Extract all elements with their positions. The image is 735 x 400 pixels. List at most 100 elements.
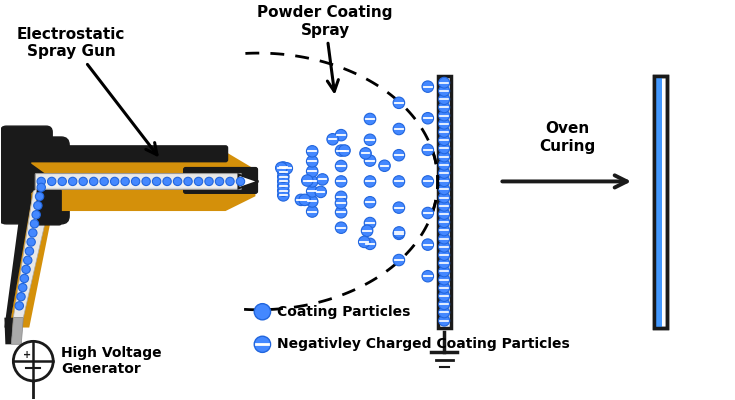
Circle shape [393,254,405,266]
Circle shape [362,225,373,236]
Circle shape [439,102,450,113]
Circle shape [439,94,450,104]
Circle shape [142,177,150,186]
Circle shape [100,177,108,186]
Circle shape [327,134,338,145]
Text: High Voltage
Generator: High Voltage Generator [61,346,162,376]
Circle shape [79,177,87,186]
FancyBboxPatch shape [29,146,228,162]
Circle shape [379,160,390,172]
FancyBboxPatch shape [654,76,662,328]
Circle shape [359,148,371,159]
Circle shape [365,134,376,146]
Circle shape [194,177,203,186]
Circle shape [278,176,289,187]
Circle shape [335,222,347,234]
FancyBboxPatch shape [1,126,52,178]
Circle shape [335,198,347,209]
Polygon shape [32,152,256,176]
Polygon shape [4,193,32,328]
Circle shape [439,184,450,195]
Circle shape [37,177,46,186]
FancyBboxPatch shape [35,174,242,189]
Circle shape [439,143,450,154]
FancyBboxPatch shape [184,168,257,193]
Circle shape [439,159,450,170]
Circle shape [393,97,405,108]
Circle shape [439,266,450,277]
Circle shape [439,250,450,260]
Circle shape [306,156,318,167]
Circle shape [13,341,53,381]
Circle shape [278,190,289,201]
Text: Oven
Curing: Oven Curing [539,121,595,154]
Circle shape [29,229,37,237]
Circle shape [278,171,289,182]
Circle shape [439,274,450,285]
Circle shape [301,175,313,186]
Circle shape [359,236,370,248]
Polygon shape [10,176,56,328]
Circle shape [393,227,405,238]
Circle shape [439,86,450,96]
Circle shape [439,118,450,129]
Circle shape [25,247,34,255]
Circle shape [184,177,193,186]
Circle shape [215,177,223,186]
Circle shape [295,194,306,206]
Circle shape [226,177,234,186]
Circle shape [335,160,347,172]
Text: Electrostatic
Spray Gun: Electrostatic Spray Gun [17,27,157,155]
Circle shape [30,220,39,228]
Circle shape [422,112,434,124]
FancyBboxPatch shape [0,137,69,224]
Circle shape [254,304,270,320]
Polygon shape [32,188,256,211]
Circle shape [236,177,245,186]
Circle shape [439,110,450,121]
Circle shape [37,183,46,192]
Circle shape [24,256,32,264]
Circle shape [132,177,140,186]
Circle shape [439,299,450,310]
Circle shape [110,177,119,186]
Circle shape [439,241,450,252]
Circle shape [439,192,450,203]
Circle shape [90,177,98,186]
Circle shape [365,217,376,229]
Circle shape [35,192,44,201]
Circle shape [393,123,405,135]
Circle shape [365,196,376,208]
Circle shape [439,176,450,186]
Circle shape [439,290,450,302]
Circle shape [18,284,27,292]
FancyBboxPatch shape [654,76,667,328]
Circle shape [299,194,310,206]
Circle shape [278,180,289,192]
Circle shape [365,238,376,250]
Circle shape [58,177,66,186]
Text: Powder Coating
Spray: Powder Coating Spray [257,5,393,91]
Circle shape [439,168,450,178]
Circle shape [34,202,42,210]
Text: Coating Particles: Coating Particles [277,305,411,319]
Circle shape [254,336,270,352]
Circle shape [393,150,405,161]
Circle shape [15,302,24,310]
Circle shape [32,210,40,219]
Circle shape [306,176,318,187]
Circle shape [278,185,289,196]
Circle shape [335,191,347,202]
Circle shape [439,225,450,236]
Circle shape [281,163,293,174]
Circle shape [422,207,434,219]
Circle shape [335,145,347,156]
Circle shape [278,162,289,173]
Circle shape [439,77,450,88]
FancyBboxPatch shape [37,182,240,187]
Circle shape [439,208,450,219]
Circle shape [335,206,347,218]
Text: Negativley Charged Coating Particles: Negativley Charged Coating Particles [277,337,570,351]
Circle shape [439,258,450,269]
Circle shape [439,217,450,228]
